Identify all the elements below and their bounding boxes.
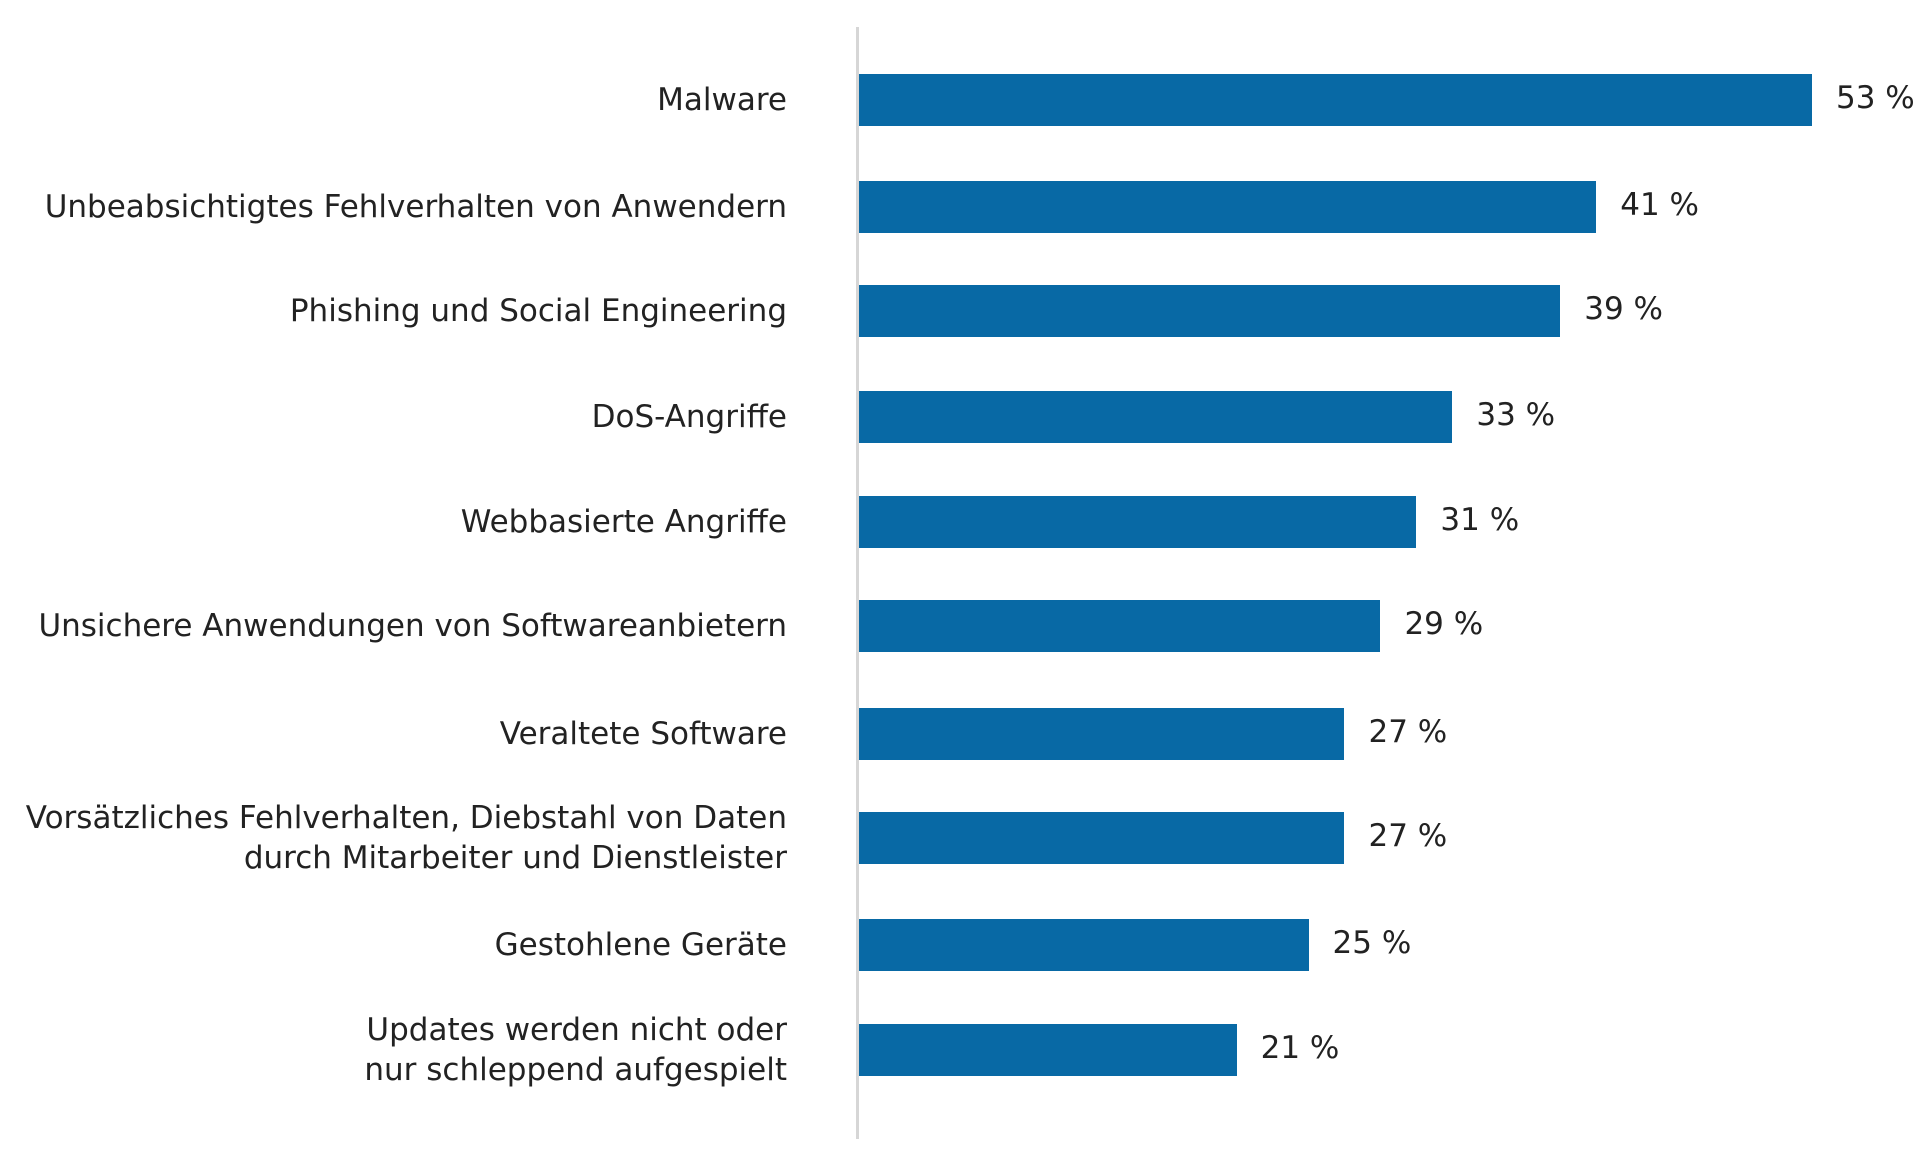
bar bbox=[859, 1024, 1237, 1076]
bar bbox=[859, 496, 1417, 548]
value-label: 27 % bbox=[1368, 818, 1448, 854]
value-label: 39 % bbox=[1584, 291, 1664, 327]
category-label: Updates werden nicht oder nur schleppend … bbox=[364, 1010, 787, 1090]
bar bbox=[859, 74, 1812, 126]
category-label-line: Unbeabsichtigtes Fehlverhalten von Anwen… bbox=[44, 189, 787, 225]
category-label-line: Malware bbox=[657, 82, 787, 118]
category-label: Veraltete Software bbox=[500, 714, 787, 754]
bar bbox=[859, 181, 1597, 233]
category-label-line: Unsichere Anwendungen von Softwareanbiet… bbox=[38, 608, 787, 644]
category-label: Webbasierte Angriffe bbox=[461, 502, 787, 542]
bar bbox=[859, 708, 1345, 760]
category-label-line: Vorsätzliches Fehlverhalten, Diebstahl v… bbox=[25, 800, 787, 836]
category-label: Vorsätzliches Fehlverhalten, Diebstahl v… bbox=[26, 798, 787, 878]
bar bbox=[859, 285, 1561, 337]
category-label-line: Veraltete Software bbox=[499, 716, 787, 752]
category-label: DoS-Angriffe bbox=[592, 397, 787, 437]
value-label: 27 % bbox=[1368, 714, 1448, 750]
value-label: 31 % bbox=[1440, 502, 1520, 538]
bar bbox=[859, 600, 1381, 652]
category-label: Malware bbox=[657, 80, 787, 120]
category-label: Unbeabsichtigtes Fehlverhalten von Anwen… bbox=[45, 187, 787, 227]
y-axis-line bbox=[856, 27, 859, 1139]
bar bbox=[859, 391, 1453, 443]
value-label: 53 % bbox=[1836, 80, 1915, 116]
category-label: Unsichere Anwendungen von Softwareanbiet… bbox=[38, 606, 787, 646]
value-label: 21 % bbox=[1260, 1030, 1340, 1066]
category-label: Phishing und Social Engineering bbox=[290, 291, 787, 331]
category-label-line: Gestohlene Geräte bbox=[494, 927, 787, 963]
value-label: 41 % bbox=[1620, 187, 1699, 223]
value-label: 29 % bbox=[1404, 606, 1484, 642]
category-label-line: Webbasierte Angriffe bbox=[460, 504, 787, 540]
category-label-line: durch Mitarbeiter und Dienstleister bbox=[243, 840, 787, 876]
bar bbox=[859, 812, 1345, 864]
bar bbox=[859, 919, 1309, 971]
category-label-line: Phishing und Social Engineering bbox=[289, 293, 787, 329]
category-label-line: DoS-Angriffe bbox=[591, 399, 787, 435]
category-label-line: nur schleppend aufgespielt bbox=[364, 1052, 787, 1088]
value-label: 25 % bbox=[1332, 925, 1412, 961]
category-label-line: Updates werden nicht oder bbox=[366, 1012, 787, 1048]
category-label: Gestohlene Geräte bbox=[495, 925, 787, 965]
value-label: 33 % bbox=[1476, 397, 1556, 433]
